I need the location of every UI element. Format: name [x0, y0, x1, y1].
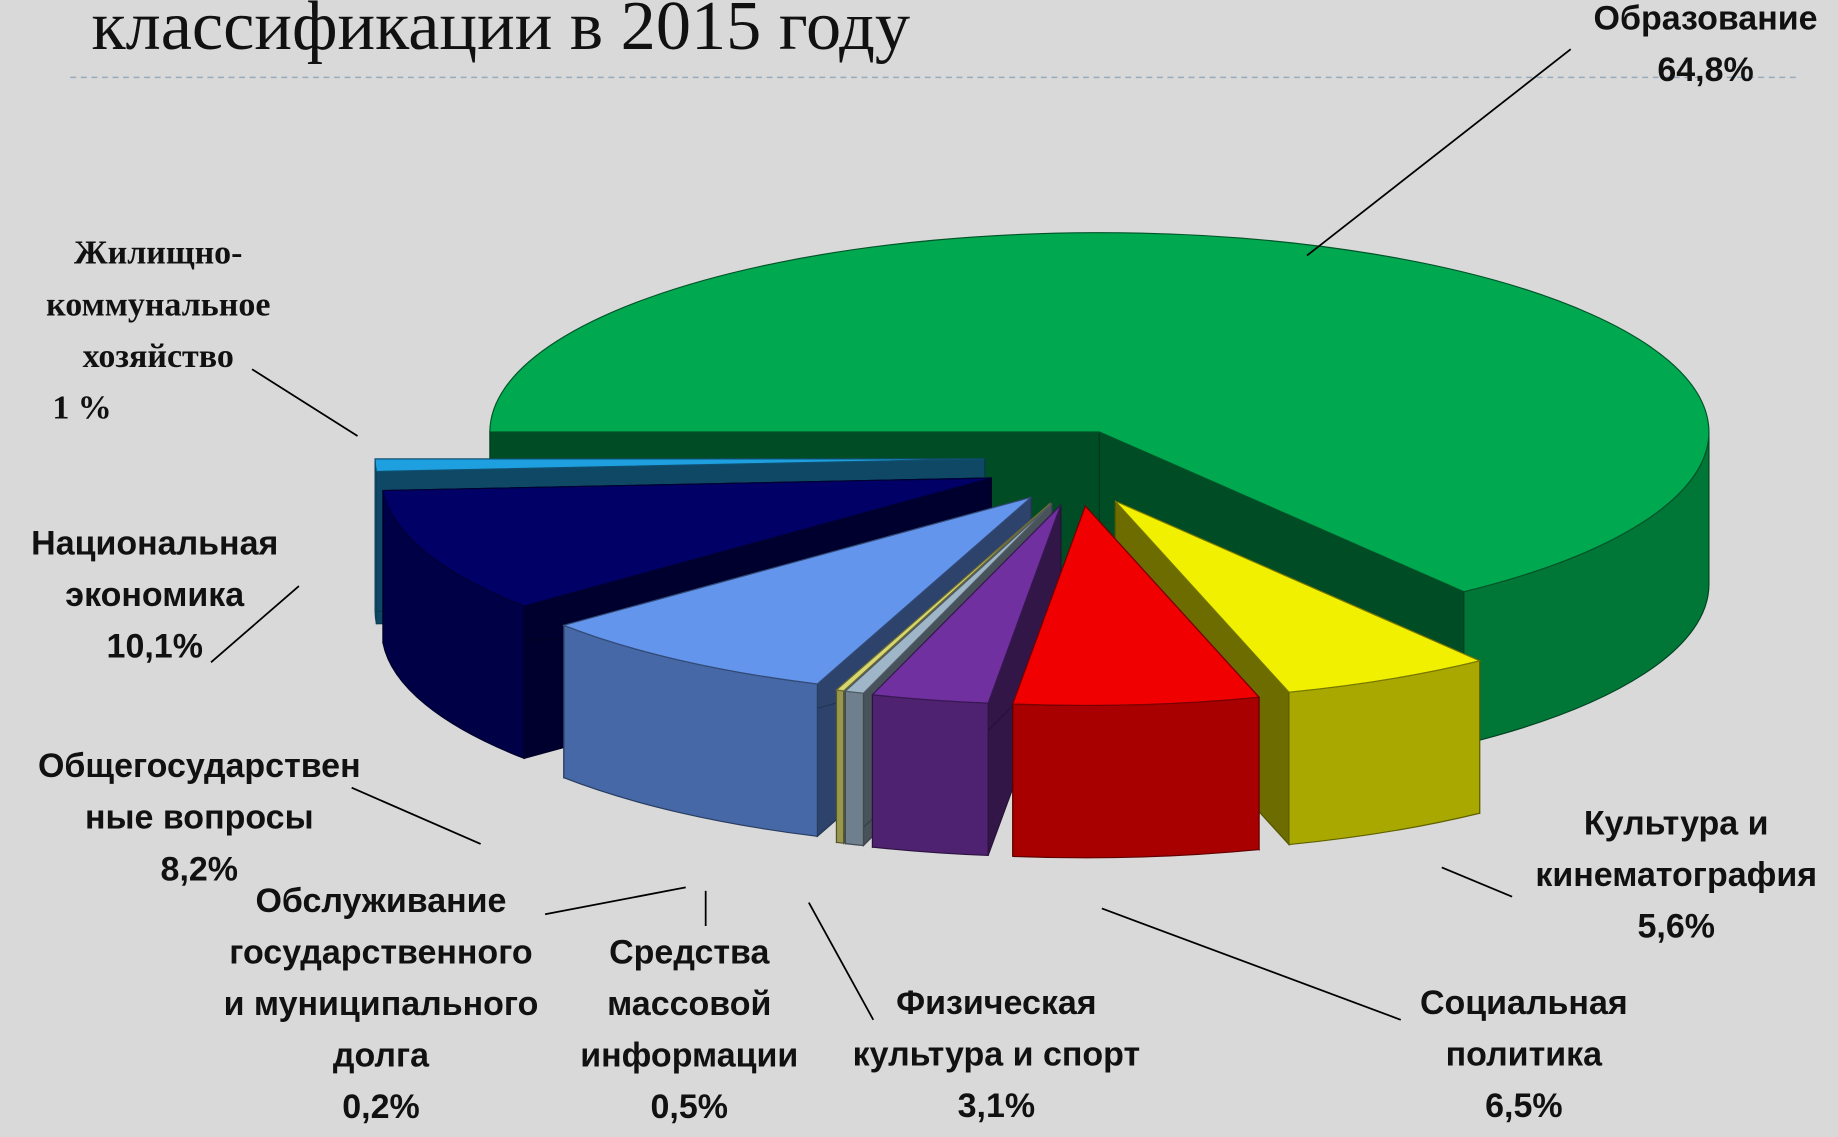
label-line: долга: [333, 1037, 430, 1075]
slice-wall: [374, 458, 377, 624]
slice-label: Физическая культура и спорт: [853, 984, 1140, 1074]
value-label: 1 %: [52, 389, 111, 426]
slice-wall: [835, 689, 845, 844]
value-label: 6,5%: [1485, 1087, 1562, 1125]
slice: [844, 503, 1053, 694]
value-label: 0,2%: [342, 1088, 419, 1126]
slice-label: Общегосударствен ные вопросы: [38, 747, 361, 837]
labels: Образование 64,8% Культура и кинематография…: [31, 0, 1817, 1126]
label-line: Общегосударствен: [38, 747, 361, 785]
slice-label: Средства массовой информации: [580, 934, 798, 1075]
leader-line: [1441, 866, 1513, 898]
leader-line: [808, 902, 875, 1021]
label-line: политика: [1446, 1035, 1603, 1073]
leader-line: [1306, 48, 1572, 257]
label-line: государственного: [229, 934, 532, 972]
label-line: информации: [580, 1037, 798, 1075]
slice-label: Национальная экономика: [31, 524, 278, 614]
value-label: 64,8%: [1657, 51, 1753, 89]
slice-label: Обслуживание государственного и муниципаль…: [224, 882, 539, 1075]
leader-line: [1101, 907, 1402, 1021]
label-line: ные вопросы: [85, 799, 314, 837]
label-line: экономика: [65, 576, 245, 614]
label-line: Физическая: [896, 984, 1097, 1022]
value-label: 8,2%: [161, 850, 238, 888]
label-line: кинематография: [1535, 856, 1817, 894]
slice: [1011, 505, 1261, 707]
label-line: Культура и: [1584, 805, 1769, 843]
slice-label: Культура и кинематография: [1535, 805, 1817, 895]
label-line: коммунальное: [46, 286, 270, 323]
value-label: 0,5%: [651, 1088, 728, 1126]
value-label: 3,1%: [958, 1087, 1035, 1125]
slice: [489, 232, 1710, 593]
label-line: Жилищно-: [74, 235, 242, 272]
value-label: 10,1%: [107, 628, 203, 666]
slice-label: Образование: [1594, 0, 1818, 37]
leader-line: [251, 368, 359, 437]
leader-line: [544, 886, 686, 916]
slice-wall: [844, 690, 865, 847]
slice-wall: [871, 694, 989, 857]
leader-line: [351, 786, 481, 845]
label-line: и муниципального: [224, 985, 539, 1023]
leader-line: [210, 585, 300, 663]
slice-label: Жилищно-коммунальное хозяйство: [46, 235, 270, 375]
slice: [871, 504, 1062, 704]
label-line: Национальная: [31, 524, 278, 562]
label-line: хозяйство: [83, 338, 234, 375]
slice: [835, 502, 1051, 692]
label-line: Образование: [1594, 0, 1818, 37]
value-label: 5,6%: [1637, 908, 1714, 946]
slice-label: Социальная политика: [1420, 984, 1628, 1074]
label-line: Социальная: [1420, 984, 1628, 1022]
label-line: Средства: [609, 934, 770, 972]
label-line: массовой: [607, 985, 771, 1023]
slice: [382, 477, 992, 607]
slice-wall: [1012, 696, 1260, 859]
label-line: Обслуживание: [255, 882, 506, 920]
slice: [561, 496, 1032, 685]
slice: [374, 458, 985, 473]
chart-title: классификации в 2015 году: [91, 0, 910, 65]
label-line: культура и спорт: [853, 1035, 1140, 1073]
slice: [1114, 500, 1482, 693]
pie: [374, 232, 1710, 859]
